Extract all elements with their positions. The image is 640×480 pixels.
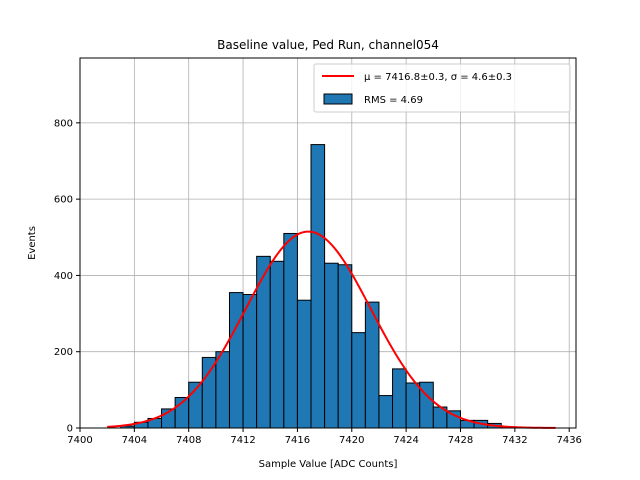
gaussian-fit-curve [107, 230, 556, 429]
x-tick-label: 7408 [176, 435, 201, 446]
histogram-bar [324, 262, 339, 429]
histogram-bar [392, 368, 407, 429]
y-tick-label: 600 [54, 195, 73, 206]
chart-title: Baseline value, Ped Run, channel054 [217, 38, 439, 52]
histogram-bar [215, 351, 230, 429]
histogram-bar [269, 260, 285, 429]
histogram-bar [310, 144, 326, 429]
x-tick-label: 7412 [230, 435, 255, 446]
x-tick-label: 7428 [448, 435, 473, 446]
histogram-bar [378, 395, 394, 429]
histogram-bar [201, 356, 217, 429]
histogram-bar [283, 232, 298, 429]
x-tick-label: 7404 [122, 435, 147, 446]
histogram-bar [296, 299, 312, 429]
histogram-bar [337, 264, 353, 429]
histogram-bar [351, 332, 366, 429]
y-tick-label: 400 [54, 271, 73, 282]
histogram-bar [256, 255, 271, 429]
legend-fit-label: μ = 7416.8±0.3, σ = 4.6±0.3 [364, 72, 512, 83]
axes: 7400 7404 7408 7412 7416 7420 7424 7428 7432 7436… [54, 57, 582, 446]
x-axis-label: Sample Value [ADC Counts] [259, 459, 398, 470]
x-tick-label: 7400 [67, 435, 92, 446]
y-tick-label: 800 [54, 118, 73, 129]
histogram-bar [405, 382, 421, 429]
plot-frame [79, 57, 577, 429]
histogram-bar [242, 293, 258, 429]
legend-histogram-label: RMS = 4.69 [364, 95, 423, 106]
y-tick-label: 0 [67, 424, 73, 435]
x-tick-label: 7432 [502, 435, 527, 446]
y-axis-label: Events [27, 226, 38, 260]
histogram-bar [228, 292, 244, 429]
x-tick-label: 7420 [339, 435, 364, 446]
legend-box [313, 63, 571, 113]
x-tick-label: 7424 [393, 435, 418, 446]
legend-histogram-swatch [323, 93, 353, 105]
x-tick-label: 7416 [285, 435, 310, 446]
legend: μ = 7416.8±0.3, σ = 4.6±0.3 RMS = 4.69 [313, 63, 571, 113]
x-tick-label: 7436 [556, 435, 581, 446]
fit-curve-group [107, 230, 556, 429]
y-tick-label: 200 [54, 347, 73, 358]
